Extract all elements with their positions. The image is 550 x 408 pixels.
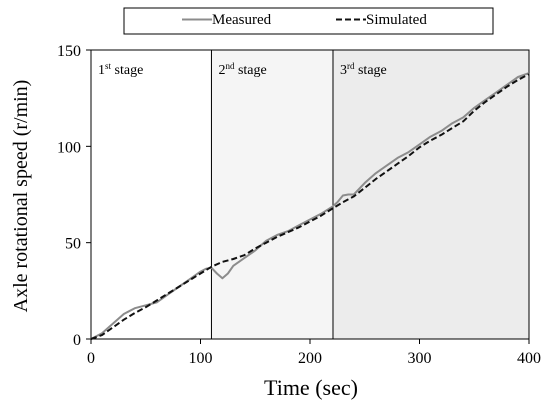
stage-label-3: 3rd stage — [340, 61, 387, 78]
stage-region-3 — [332, 50, 529, 339]
x-tick-label: 400 — [517, 350, 541, 367]
legend: Measured Simulated — [123, 7, 494, 35]
series-line-simulated — [90, 73, 530, 340]
legend-label-simulated: Simulated — [366, 12, 427, 28]
stage-label-1: 1st stage — [98, 61, 143, 78]
x-tick-label: 0 — [87, 350, 95, 367]
x-tick-label: 300 — [408, 350, 432, 367]
y-tick-label: 50 — [65, 236, 81, 253]
stage-regions: 1st stage 2nd stage 3rd stage — [91, 50, 529, 339]
legend-label-measured: Measured — [212, 12, 272, 28]
stage-region-2 — [211, 50, 333, 339]
axes: 0 100 200 300 400 0 50 100 150 — [57, 43, 541, 367]
series-lines — [90, 72, 530, 340]
y-axis-label: Axle rotational speed (r/min) — [10, 80, 32, 313]
stage-label-2: 2nd stage — [218, 61, 266, 78]
y-tick-label: 100 — [57, 139, 81, 156]
x-tick-label: 200 — [298, 350, 322, 367]
x-axis-label: Time (sec) — [264, 375, 358, 400]
legend-box — [123, 7, 494, 35]
y-tick-label: 150 — [57, 43, 81, 60]
stage-region-1 — [91, 50, 212, 339]
x-tick-label: 100 — [189, 350, 213, 367]
y-tick-label: 0 — [73, 332, 81, 349]
